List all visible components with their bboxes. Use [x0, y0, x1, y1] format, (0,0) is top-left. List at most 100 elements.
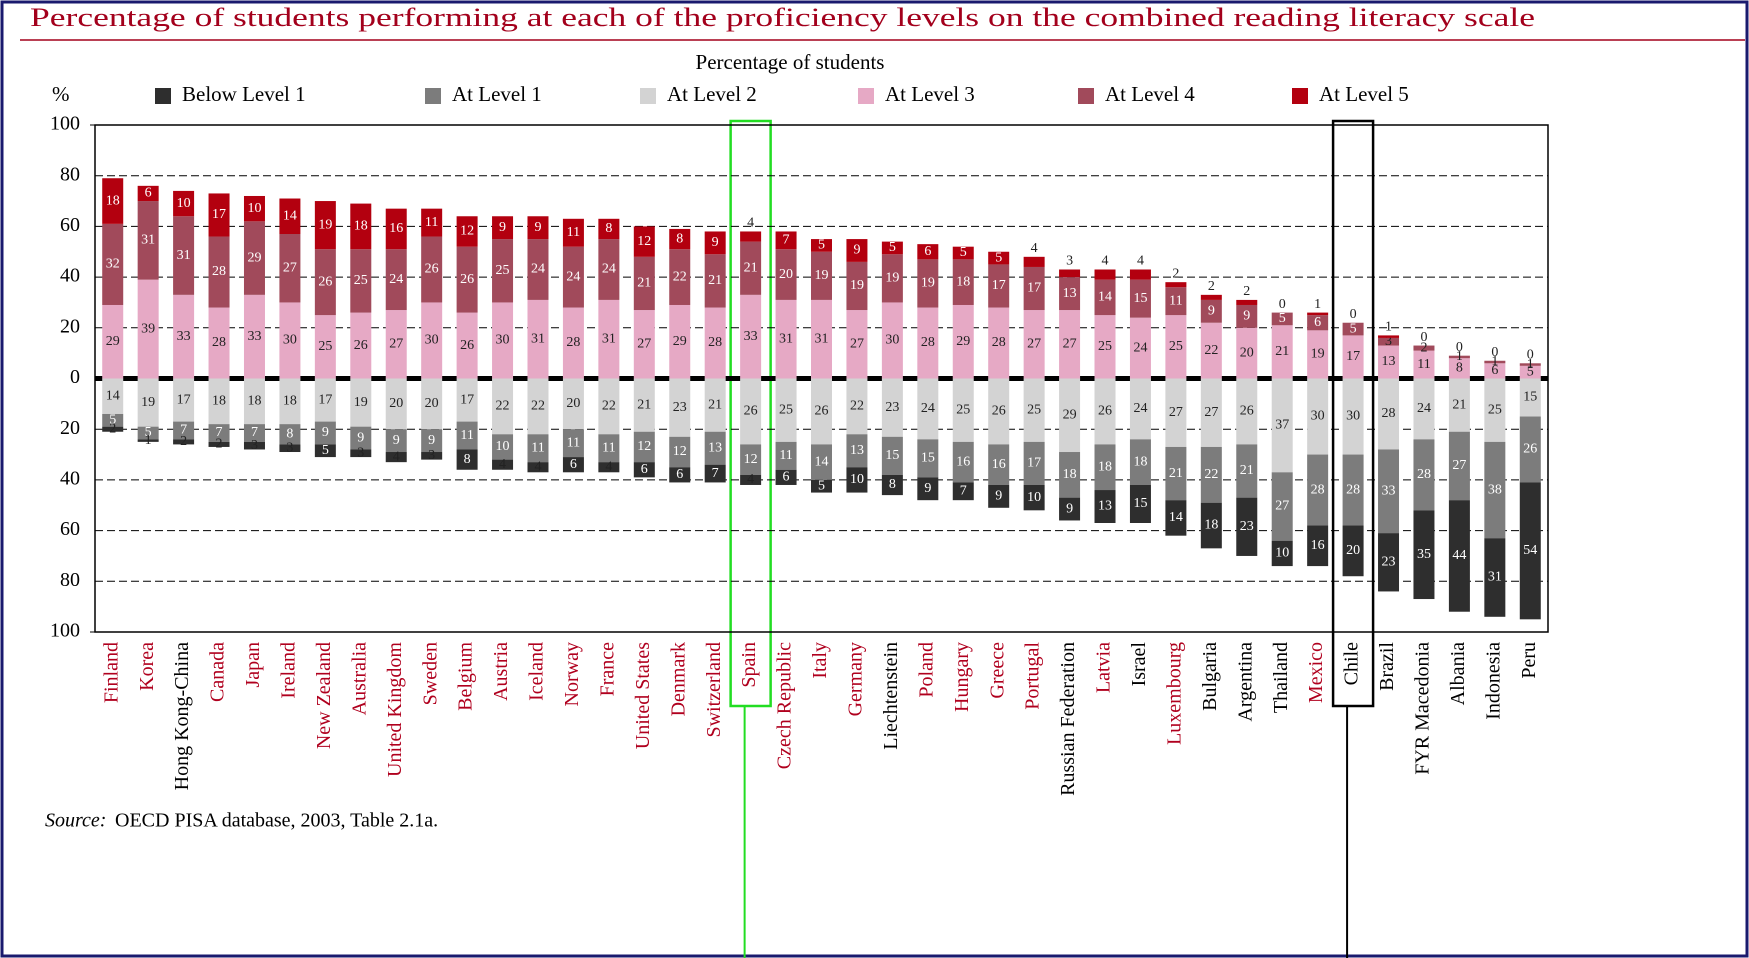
bar-segment — [1236, 304, 1258, 328]
bar-segment — [456, 216, 478, 247]
data-label: 28 — [708, 335, 722, 350]
bar-segment — [740, 444, 762, 475]
bar-segment — [881, 241, 903, 255]
bar-segment — [173, 378, 195, 422]
data-label: 20 — [389, 396, 403, 411]
bar-segment — [1378, 378, 1400, 450]
x-tick-label: Denmark — [667, 642, 689, 716]
bar-segment — [704, 231, 726, 255]
data-label: 29 — [956, 334, 970, 349]
bar-segment — [598, 299, 620, 379]
bar-segment — [1307, 378, 1329, 455]
data-label: 5 — [960, 245, 967, 260]
bar-segment — [1484, 378, 1506, 442]
bar-segment — [917, 378, 939, 440]
data-label: 11 — [779, 448, 792, 463]
data-label: 29 — [1063, 407, 1077, 422]
bar-segment — [917, 307, 939, 379]
data-label: 9 — [534, 220, 541, 235]
bar-segment — [775, 469, 797, 485]
data-label: 25 — [779, 402, 793, 417]
bar-segment — [1448, 378, 1470, 432]
data-label: 18 — [1098, 459, 1112, 474]
bar-segment — [279, 302, 301, 379]
data-label: 2 — [1243, 284, 1250, 299]
data-label: 28 — [212, 335, 226, 350]
data-label: 17 — [1027, 456, 1041, 471]
data-label: 2 — [1420, 340, 1427, 355]
data-label: 6 — [145, 186, 152, 201]
bar-segment — [1236, 299, 1258, 305]
data-label: 26 — [460, 272, 474, 287]
bar-segment — [1413, 439, 1435, 511]
data-label: 10 — [496, 439, 510, 454]
data-label: 5 — [145, 425, 152, 440]
bar-segment — [1448, 355, 1470, 359]
bar-segment — [740, 231, 762, 242]
data-label: 0 — [1491, 345, 1498, 360]
data-label: 11 — [567, 225, 580, 240]
data-label: 19 — [921, 276, 935, 291]
data-label: 35 — [1417, 547, 1431, 562]
data-label: 20 — [566, 396, 580, 411]
data-label: 21 — [1452, 397, 1466, 412]
bar-segment — [1059, 277, 1081, 311]
bar-segment — [1129, 269, 1151, 280]
bar-segment — [1378, 337, 1400, 346]
bar-segment — [1342, 322, 1364, 336]
bar-segment — [1165, 446, 1187, 501]
data-label: 8 — [605, 221, 612, 236]
data-label: 0 — [1279, 297, 1286, 312]
data-label: 18 — [212, 394, 226, 409]
data-label: 8 — [676, 231, 683, 246]
data-label: 3 — [357, 446, 364, 461]
bar-segment — [562, 246, 584, 308]
data-label: 1 — [1527, 357, 1534, 372]
data-label: 7 — [783, 233, 790, 248]
data-label: 11 — [1417, 357, 1430, 372]
data-label: 13 — [1098, 499, 1112, 514]
data-label: 26 — [744, 404, 758, 419]
data-label: 8 — [889, 477, 896, 492]
x-tick-label: New Zealand — [313, 642, 335, 749]
data-label: 18 — [354, 219, 368, 234]
data-label: 24 — [602, 262, 616, 277]
bar-segment — [598, 239, 620, 300]
bar-segment — [1236, 497, 1258, 556]
data-label: 26 — [354, 338, 368, 353]
bar-segment — [1200, 446, 1222, 503]
bar-segment — [704, 307, 726, 379]
bar-segment — [811, 444, 832, 480]
bar-segment — [633, 310, 655, 379]
bar-segment — [704, 254, 726, 308]
bar-segment — [492, 434, 514, 460]
data-label: 19 — [354, 395, 368, 410]
data-label: 20 — [425, 396, 439, 411]
data-label: 15 — [1133, 291, 1147, 306]
bar-segment — [173, 294, 195, 379]
data-label: 4 — [499, 457, 506, 472]
data-label: 27 — [283, 260, 297, 275]
data-label: 29 — [106, 334, 120, 349]
data-label: 9 — [357, 430, 364, 445]
bar-segment — [1271, 378, 1293, 473]
bar-segment — [562, 429, 584, 458]
x-tick-label: Poland — [915, 642, 937, 698]
bar-segment — [740, 294, 762, 379]
bar-segment — [669, 228, 691, 250]
bar-segment — [704, 431, 726, 465]
bar-segment — [208, 424, 230, 442]
bar-segment — [633, 462, 655, 478]
bar-segment — [1519, 416, 1541, 483]
bar-segment — [1059, 378, 1081, 453]
bar-segment — [1342, 525, 1364, 577]
bar-segment — [1165, 378, 1187, 447]
chart-title: Percentage of students performing at eac… — [30, 3, 1535, 32]
data-label: 12 — [744, 452, 758, 467]
x-tick-label: Hong Kong-China — [171, 642, 193, 790]
bar-segment — [1023, 310, 1045, 379]
data-label: 12 — [673, 444, 687, 459]
data-label: 0 — [1350, 307, 1357, 322]
data-label: 2 — [1208, 279, 1215, 294]
y-tick-label: 60 — [60, 214, 80, 236]
